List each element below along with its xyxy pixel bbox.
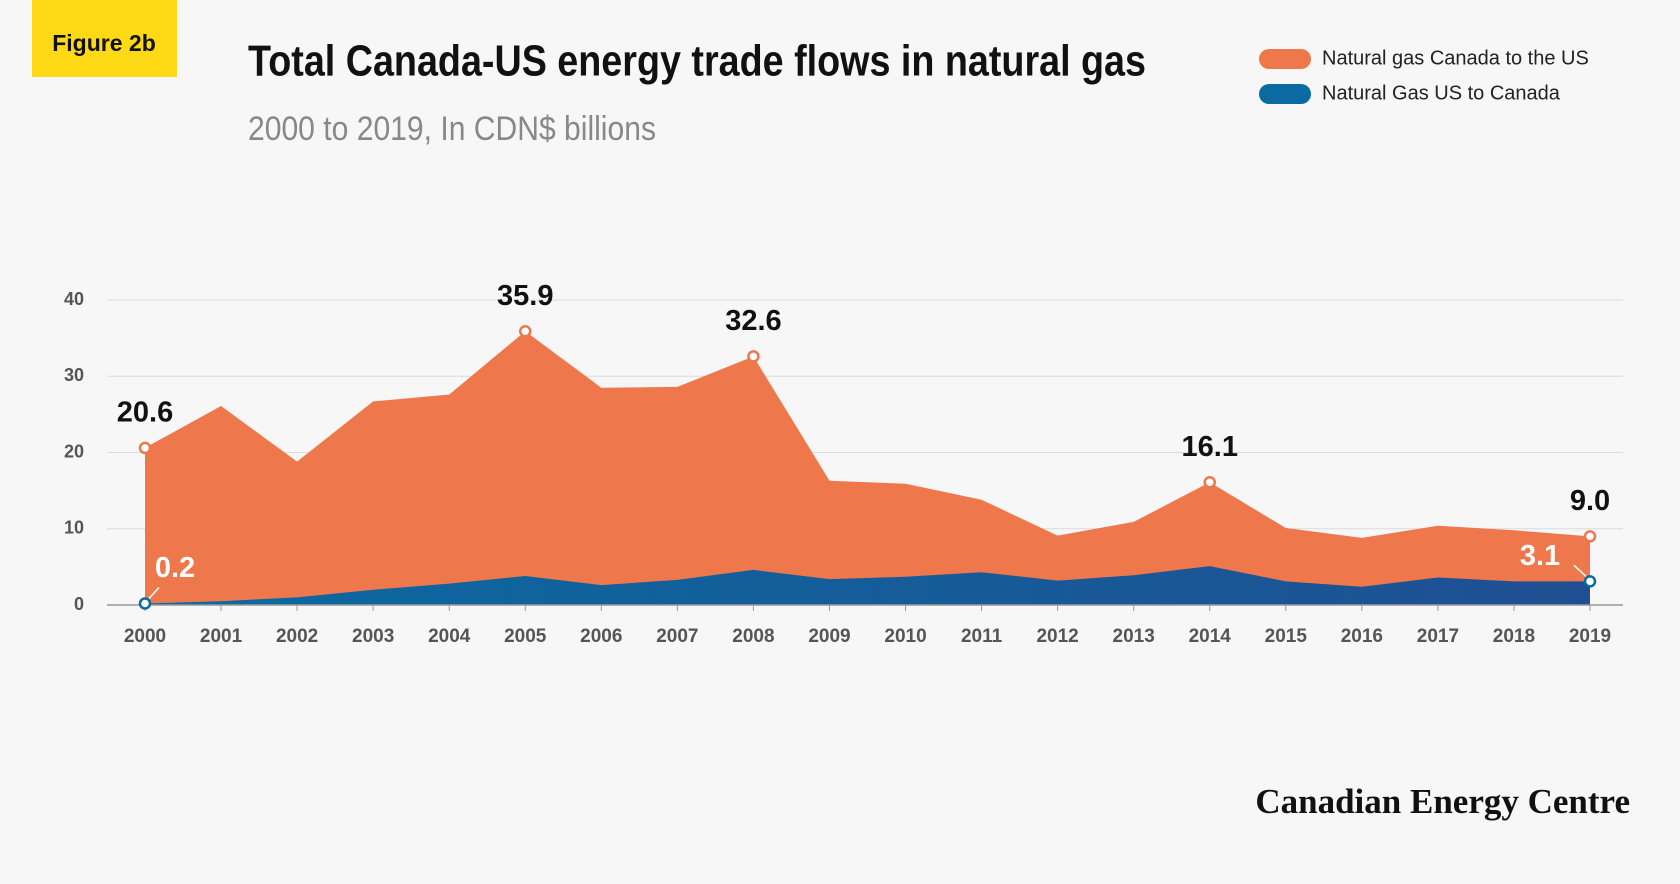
x-tick-label: 2016: [1341, 626, 1383, 647]
figure-label: Figure 2b: [52, 30, 156, 56]
point-marker: [138, 441, 152, 455]
x-tick-label: 2006: [580, 626, 622, 647]
x-tick-label: 2019: [1569, 626, 1611, 647]
leader-line: [148, 586, 160, 599]
data-label: 9.0: [1570, 485, 1610, 517]
x-tick-label: 2008: [732, 626, 774, 647]
x-tick-label: 2012: [1036, 626, 1078, 647]
chart-subtitle: 2000 to 2019, In CDN$ billions: [248, 110, 656, 148]
point-marker: [519, 325, 532, 338]
legend-label: Natural Gas US to Canada: [1322, 82, 1561, 104]
legend-label: Natural gas Canada to the US: [1322, 47, 1589, 69]
leader-line: [1573, 564, 1587, 577]
data-label: 3.1: [1520, 540, 1560, 572]
x-tick-label: 2002: [276, 626, 318, 647]
x-tick-label: 2000: [124, 626, 166, 647]
point-marker: [1583, 575, 1597, 588]
x-tick-label: 2018: [1493, 626, 1535, 647]
chart-title: Total Canada-US energy trade flows in na…: [248, 37, 1146, 86]
point-marker: [1583, 530, 1597, 543]
y-tick-label: 10: [64, 518, 84, 538]
data-label: 0.2: [155, 552, 195, 584]
point-marker: [747, 350, 760, 363]
data-label: 35.9: [497, 280, 553, 312]
x-tick-label: 2007: [656, 626, 698, 647]
x-tick-label: 2013: [1113, 626, 1155, 647]
x-tick-label: 2011: [961, 626, 1003, 647]
x-tick-label: 2001: [200, 626, 243, 647]
legend-swatch: [1259, 49, 1311, 69]
area: [145, 566, 1590, 605]
area: [145, 331, 1590, 605]
y-tick-label: 30: [64, 365, 84, 385]
x-tick-label: 2017: [1417, 626, 1459, 647]
x-tick-label: 2015: [1265, 626, 1308, 647]
source: Canadian Energy Centre: [1255, 782, 1630, 821]
y-tick-label: 0: [74, 594, 84, 614]
figure-badge: [32, 0, 177, 77]
x-tick-label: 2009: [808, 626, 850, 647]
legend-swatch: [1259, 84, 1311, 104]
data-label: 20.6: [117, 397, 173, 429]
point-marker: [1203, 475, 1216, 489]
x-tick-label: 2014: [1189, 626, 1232, 647]
data-label: 16.1: [1182, 431, 1238, 463]
x-tick-label: 2010: [884, 626, 926, 647]
x-tick-label: 2003: [352, 626, 394, 647]
data-label: 32.6: [725, 305, 781, 337]
x-tick-label: 2004: [428, 626, 471, 647]
x-tick-label: 2005: [504, 626, 547, 647]
point-marker: [138, 597, 152, 610]
y-tick-label: 40: [64, 289, 84, 309]
y-tick-label: 20: [64, 441, 84, 461]
